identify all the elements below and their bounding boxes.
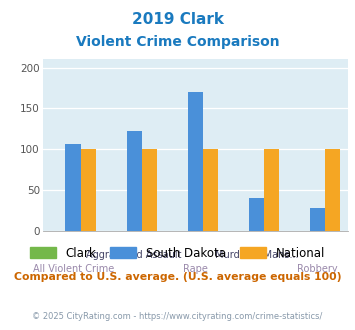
Text: Compared to U.S. average. (U.S. average equals 100): Compared to U.S. average. (U.S. average … [14,272,341,282]
Bar [325,149,340,231]
Text: © 2025 CityRating.com - https://www.cityrating.com/crime-statistics/: © 2025 CityRating.com - https://www.city… [32,312,323,321]
Bar [188,92,203,231]
Bar [142,149,157,231]
Bar [66,145,81,231]
Text: Violent Crime Comparison: Violent Crime Comparison [76,35,279,49]
Bar [248,198,264,231]
Text: All Violent Crime: All Violent Crime [33,264,114,274]
Bar [126,131,142,231]
Text: Rape: Rape [183,264,208,274]
Text: Murder & Mans...: Murder & Mans... [214,250,298,260]
Bar [310,208,325,231]
Text: Robbery: Robbery [297,264,338,274]
Bar [203,149,218,231]
Bar [264,149,279,231]
Text: Aggravated Assault: Aggravated Assault [86,250,182,260]
Bar [81,149,96,231]
Legend: Clark, South Dakota, National: Clark, South Dakota, National [26,242,329,264]
Text: 2019 Clark: 2019 Clark [131,12,224,26]
